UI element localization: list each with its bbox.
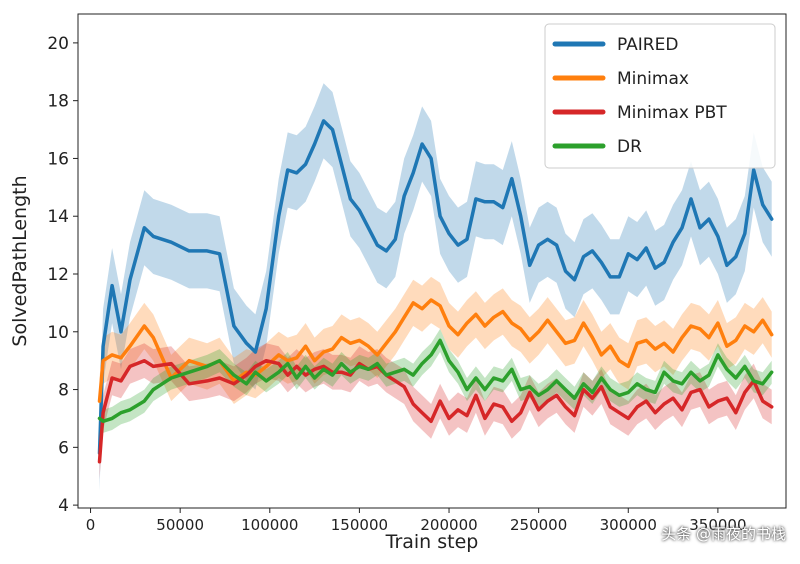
- y-tick-label: 14: [47, 207, 69, 227]
- x-axis-label: Train step: [385, 531, 479, 553]
- watermark-text: 头条 @雨夜的书栈: [661, 525, 786, 543]
- legend-label-paired: PAIRED: [617, 35, 678, 55]
- legend-label-minimax: Minimax: [617, 69, 689, 89]
- series-line-paired: [97, 119, 774, 455]
- series-lines: [97, 119, 774, 464]
- y-tick-label: 8: [58, 381, 69, 401]
- x-tick-label: 150000: [331, 516, 388, 534]
- y-tick-label: 6: [58, 438, 69, 458]
- x-axis-ticks: 0 50000 100000 150000 200000 250000 300000 3500…: [86, 508, 747, 534]
- x-tick-label: 300000: [600, 516, 657, 534]
- x-tick-label: 100000: [241, 516, 298, 534]
- legend-label-minimax-pbt: Minimax PBT: [617, 103, 727, 123]
- band-paired: [99, 83, 772, 491]
- y-tick-label: 10: [47, 323, 69, 343]
- series-line-minimax-pbt: [97, 358, 774, 464]
- legend: PAIRED Minimax Minimax PBT DR: [544, 23, 776, 169]
- series-line-minimax: [97, 298, 774, 403]
- y-axis-ticks: 4 6 8 10 12 14 16 18 20: [47, 34, 78, 516]
- y-tick-label: 18: [47, 92, 69, 112]
- y-tick-label: 4: [58, 496, 69, 516]
- x-tick-label: 350000: [689, 516, 746, 534]
- y-tick-label: 16: [47, 149, 69, 169]
- x-tick-label: 0: [86, 516, 96, 534]
- series-line-dr: [97, 338, 774, 424]
- legend-label-dr: DR: [617, 137, 642, 157]
- x-tick-label: 50000: [156, 516, 204, 534]
- plot-frame: [77, 13, 787, 509]
- band-minimax: [99, 276, 772, 425]
- legend-box: [544, 23, 776, 169]
- x-tick-label: 200000: [420, 516, 477, 534]
- y-tick-label: 20: [47, 34, 69, 54]
- x-tick-label: 250000: [510, 516, 567, 534]
- y-tick-label: 12: [47, 265, 69, 285]
- y-axis-label: SolvedPathLength: [9, 175, 31, 346]
